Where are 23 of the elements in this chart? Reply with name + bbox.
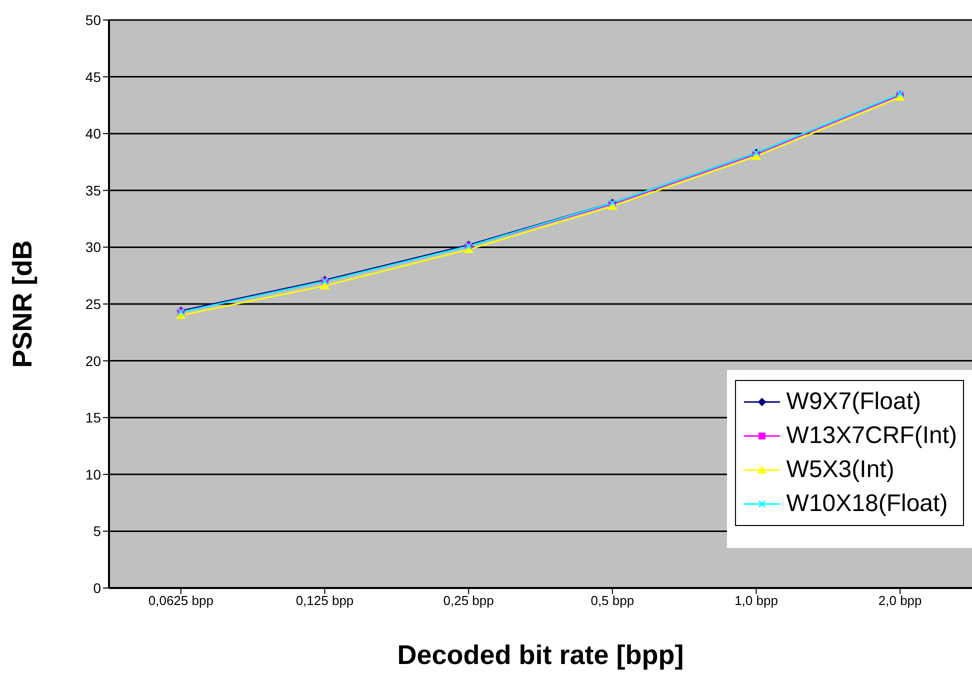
x-tick-label: 0,0625 bpp [148, 593, 214, 608]
y-tick-label: 0 [93, 580, 102, 596]
y-tick-label: 35 [85, 182, 102, 198]
y-tick-label: 30 [85, 239, 102, 256]
x-tick-label: 2,0 bpp [878, 593, 922, 608]
legend-label: W9X7(Float) [786, 388, 921, 416]
y-axis-title: PSNR [dB [8, 240, 38, 368]
y-tick-label: 20 [85, 352, 102, 369]
x-tick-label: 0,25 bpp [443, 593, 494, 608]
legend-label: W10X18(Float) [786, 490, 948, 518]
x-tick-label: 0,5 bpp [590, 593, 634, 608]
legend-label: W5X3(Int) [786, 456, 894, 484]
y-tick-label: 40 [85, 126, 102, 142]
y-tick-label: 10 [85, 466, 102, 482]
y-tick-label: 25 [85, 296, 102, 312]
x-tick-label: 1,0 bpp [734, 593, 778, 608]
x-axis-title: Decoded bit rate [bpp] [397, 640, 684, 670]
y-tick-label: 50 [85, 12, 102, 28]
legend-label: W13X7CRF(Int) [786, 422, 957, 450]
x-tick-label: 0,125 bpp [296, 593, 354, 608]
y-tick-label: 5 [93, 523, 102, 540]
y-tick-label: 15 [85, 410, 102, 426]
y-tick-label: 45 [85, 68, 102, 85]
